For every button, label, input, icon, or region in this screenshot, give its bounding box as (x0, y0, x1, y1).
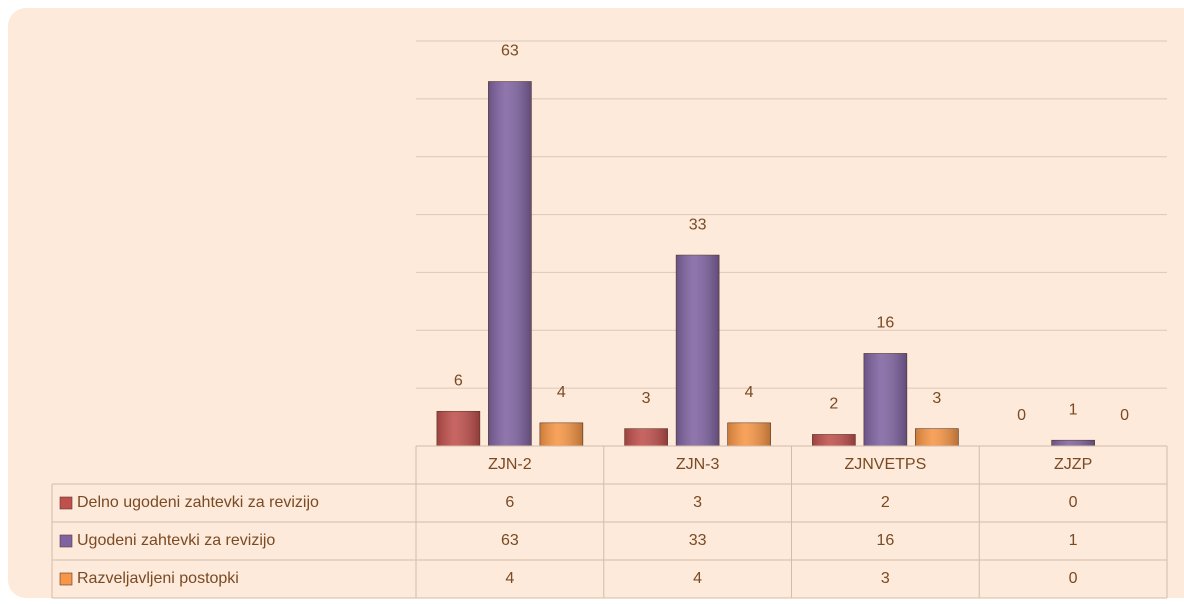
bar (539, 422, 584, 447)
data-label: 0 (1017, 407, 1026, 424)
data-label: 4 (557, 384, 566, 401)
bar (863, 353, 908, 447)
table-cell: 6 (505, 494, 514, 511)
bar (488, 81, 532, 447)
data-label: 63 (501, 43, 519, 60)
bar (812, 434, 856, 447)
legend-label: Ugodeni zahtevki za revizijo (77, 532, 275, 549)
data-label: 0 (1120, 407, 1129, 424)
legend-key (59, 496, 73, 510)
table-cell: 33 (689, 532, 707, 549)
table-cell: 2 (881, 494, 890, 511)
x-tick-label: ZJZP (1054, 456, 1092, 473)
table-cell: 4 (693, 570, 702, 587)
legend-label: Delno ugodeni zahtevki za revizijo (77, 494, 319, 511)
table-cell: 0 (1069, 570, 1078, 587)
data-label: 33 (689, 216, 707, 233)
table-cell: 0 (1069, 494, 1078, 511)
table-cell: 63 (501, 532, 519, 549)
table-cell: 3 (881, 570, 890, 587)
bar (624, 428, 668, 447)
legend-label: Razveljavljeni postopki (77, 570, 239, 587)
data-label: 3 (932, 390, 941, 407)
legend-key (59, 534, 73, 548)
table-cell: 1 (1069, 532, 1078, 549)
bar (915, 428, 959, 447)
bar (1051, 439, 1095, 447)
data-label: 16 (876, 315, 894, 332)
table-cell: 3 (693, 494, 702, 511)
data-label: 3 (642, 390, 651, 407)
legend-key (59, 572, 73, 586)
bar (436, 410, 481, 447)
x-tick-label: ZJN-3 (676, 456, 720, 473)
data-label: 6 (454, 373, 463, 390)
x-tick-label: ZJNVETPS (844, 456, 926, 473)
data-label: 1 (1069, 401, 1078, 418)
data-label: 2 (829, 396, 838, 413)
x-tick-label: ZJN-2 (488, 456, 532, 473)
chart-background (8, 8, 1184, 598)
bar (727, 422, 771, 447)
bar (675, 254, 720, 447)
table-cell: 4 (505, 570, 514, 587)
table-cell: 16 (876, 532, 894, 549)
data-label: 4 (745, 384, 754, 401)
